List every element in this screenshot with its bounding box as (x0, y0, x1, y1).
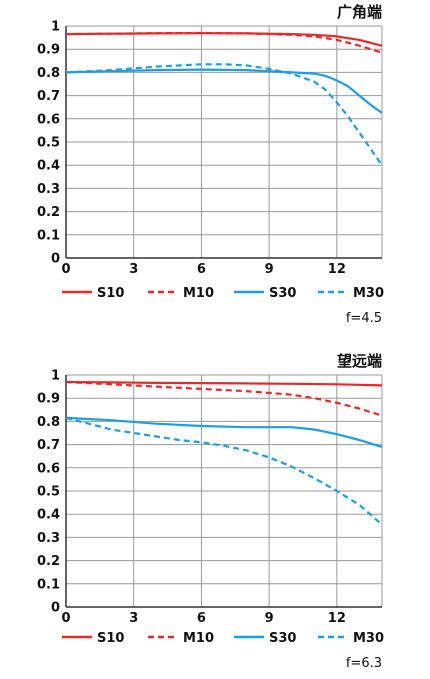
x-tick-label: 6 (197, 611, 206, 626)
series-line-m10 (65, 380, 383, 417)
x-tick-label: 9 (265, 262, 274, 277)
x-tick-label: 9 (265, 611, 274, 626)
y-tick-label: 0.4 (37, 508, 60, 523)
aperture-label: f=4.5 (346, 311, 382, 326)
x-tick-label: 3 (129, 262, 138, 277)
legend-label-m30: M30 (353, 286, 384, 301)
y-tick-label: 0 (51, 601, 60, 616)
y-tick-label: 0.2 (37, 205, 60, 220)
y-tick-label: 0.6 (37, 461, 60, 476)
series-line-s30 (65, 68, 383, 114)
legend-label-s30: S30 (269, 631, 296, 646)
aperture-label: f=6.3 (346, 656, 382, 671)
series-line-m10 (65, 31, 383, 54)
y-tick-label: 1 (51, 369, 60, 384)
y-tick-label: 0.7 (37, 89, 60, 104)
y-tick-label: 0.5 (37, 136, 60, 151)
series-line-s10 (65, 380, 383, 387)
legend-label-m10: M10 (183, 286, 214, 301)
x-tick-label: 12 (328, 611, 346, 626)
series-line-m30 (65, 416, 383, 526)
x-tick-label: 0 (61, 262, 70, 277)
chart-2: 望远端 0 0.1 0.2 0.3 0.4 0.5 0.6 0.7 0.8 0.9 1 0 3 6 9 12 S1… (37, 352, 384, 671)
y-tick-label: 0.6 (37, 112, 60, 127)
x-tick-label: 3 (129, 611, 138, 626)
y-tick-label: 0 (51, 252, 60, 267)
y-tick-label: 0.9 (37, 43, 60, 58)
x-tick-label: 12 (328, 262, 346, 277)
chart-1: 广角端 0 0.1 0.2 0.3 0.4 0.5 0.6 0.7 0.8 0.9 1 0 3 6 9 12 S1… (37, 3, 384, 326)
y-tick-label: 0.8 (37, 66, 60, 81)
legend-label-s10: S10 (97, 631, 124, 646)
series-line-m30 (65, 63, 383, 166)
series-line-s10 (65, 32, 383, 47)
y-tick-label: 0.5 (37, 485, 60, 500)
y-tick-label: 0.1 (37, 577, 60, 592)
series-line-s30 (65, 416, 383, 448)
legend-label-s10: S10 (97, 286, 124, 301)
y-tick-label: 0.9 (37, 392, 60, 407)
chart-title: 望远端 (337, 352, 382, 370)
y-tick-label: 1 (51, 20, 60, 35)
y-tick-label: 0.4 (37, 159, 60, 174)
y-tick-label: 0.3 (37, 531, 60, 546)
legend-label-m30: M30 (353, 631, 384, 646)
x-tick-label: 6 (197, 262, 206, 277)
y-tick-label: 0.1 (37, 228, 60, 243)
legend-label-s30: S30 (269, 286, 296, 301)
y-tick-label: 0.7 (37, 438, 60, 453)
chart-title: 广角端 (337, 3, 382, 21)
x-tick-label: 0 (61, 611, 70, 626)
y-tick-label: 0.3 (37, 182, 60, 197)
y-tick-label: 0.8 (37, 415, 60, 430)
y-tick-label: 0.2 (37, 554, 60, 569)
legend-label-m10: M10 (183, 631, 214, 646)
